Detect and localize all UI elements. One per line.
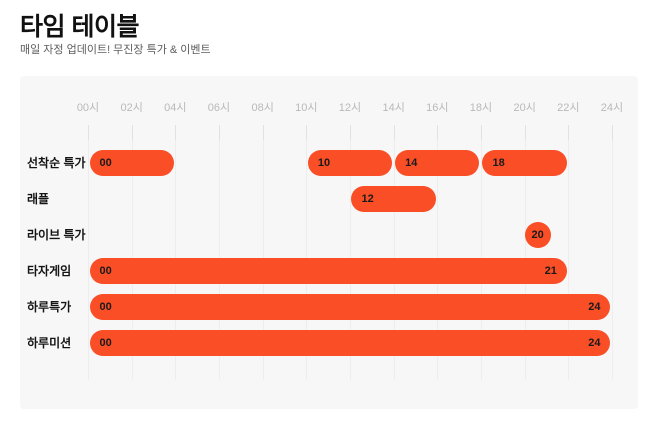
gridline — [262, 125, 264, 380]
gridline — [568, 125, 570, 380]
event-start-time: 00 — [99, 337, 112, 349]
axis-tick-label: 06시 — [207, 102, 231, 114]
row-label: 하루특가 — [27, 300, 72, 314]
axis-tick-label: 24시 — [600, 102, 624, 114]
axis-tick — [262, 125, 264, 140]
gridline — [131, 125, 133, 380]
event-start-time: 00 — [99, 301, 112, 313]
row-label: 타자게임 — [27, 264, 72, 278]
axis-tick — [175, 125, 177, 140]
axis-tick — [218, 125, 220, 140]
row-label: 선착순 특가 — [27, 156, 86, 170]
event-start-time: 12 — [361, 193, 374, 205]
event-start-time: 10 — [317, 157, 331, 169]
event-bar[interactable]: 18 — [482, 150, 567, 176]
gridline — [88, 125, 89, 380]
gridline — [611, 125, 613, 380]
row-label: 래플 — [27, 192, 50, 206]
page-title: 타임 테이블 — [20, 13, 139, 41]
axis-tick — [393, 125, 395, 140]
event-bar[interactable]: 10 — [307, 150, 393, 176]
axis-tick-label: 12시 — [338, 102, 362, 114]
axis-tick-label: 08시 — [251, 102, 274, 114]
gridline — [218, 125, 220, 380]
axis-tick-label: 02시 — [120, 102, 143, 114]
gridline — [480, 125, 482, 380]
row-label: 라이브 특가 — [27, 228, 86, 242]
gridline — [349, 125, 351, 380]
gridline — [393, 125, 395, 380]
event-start-time: 18 — [492, 157, 505, 169]
event-bar[interactable]: 00 24 — [89, 294, 611, 320]
event-end-time: 21 — [544, 265, 557, 277]
gridline — [306, 125, 308, 380]
gridline — [437, 125, 439, 380]
gridline — [524, 125, 526, 380]
event-end-time: 24 — [588, 337, 601, 349]
axis-tick-label: 00시 — [76, 102, 100, 114]
event-bar[interactable]: 00 — [89, 150, 174, 176]
axis-tick-label: 20시 — [513, 102, 536, 114]
axis-tick-label: 18시 — [469, 102, 493, 114]
axis-tick — [306, 125, 308, 140]
axis-tick-label: 10시 — [295, 102, 318, 114]
axis-tick — [611, 125, 613, 140]
gridline — [175, 125, 177, 380]
axis-tick — [568, 125, 570, 140]
event-start-time: 00 — [99, 265, 112, 277]
event-start-time: 14 — [405, 157, 418, 169]
axis-tick-label: 14시 — [382, 102, 405, 114]
event-bar[interactable]: 00 21 — [89, 258, 567, 284]
event-bar[interactable]: 12 — [351, 186, 436, 212]
event-start-time: 00 — [99, 157, 112, 169]
axis-tick — [480, 125, 482, 140]
event-bar[interactable]: 00 24 — [89, 330, 611, 356]
event-bar[interactable]: 14 — [395, 150, 480, 176]
axis-tick — [88, 125, 89, 140]
event-bar[interactable]: 20 — [524, 222, 551, 248]
axis-tick — [437, 125, 439, 140]
page-subtitle: 매일 자정 업데이트! 무진장 특가 & 이벤트 — [20, 44, 211, 56]
axis-tick-label: 16시 — [426, 102, 449, 114]
axis-tick-label: 22시 — [557, 102, 580, 114]
axis-tick-label: 04시 — [164, 102, 187, 114]
axis-tick — [524, 125, 526, 140]
axis-tick — [131, 125, 133, 140]
row-label: 하루미션 — [27, 336, 72, 350]
event-end-time: 24 — [588, 301, 601, 313]
axis-tick — [349, 125, 351, 140]
